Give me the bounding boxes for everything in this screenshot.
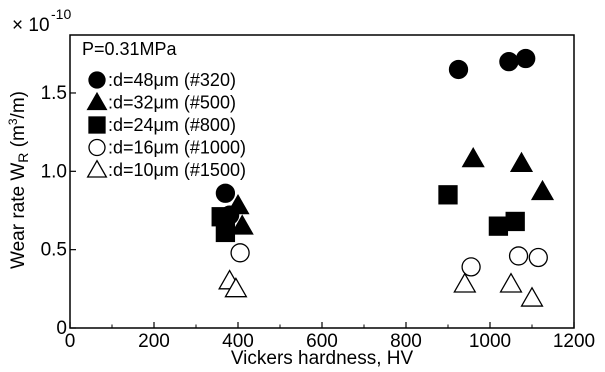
x-tick-label: 0	[65, 331, 76, 352]
x-tick-label: 1200	[553, 331, 595, 352]
legend-entry-label: :d=48μm (#320)	[108, 70, 236, 90]
x-tick-label: 800	[390, 331, 422, 352]
x-tick-label: 600	[306, 331, 338, 352]
legend-marker	[88, 138, 106, 157]
data-point	[499, 51, 519, 72]
y-axis-label: Wear rate WR (m3/m)	[6, 91, 31, 269]
scale-base: × 10	[12, 15, 50, 36]
y-tick-label: 0	[56, 318, 67, 339]
legend-marker	[86, 159, 108, 178]
legend-marker	[86, 91, 108, 111]
data-point	[230, 243, 250, 263]
data-point	[509, 151, 534, 172]
data-point	[499, 272, 523, 293]
data-point	[215, 183, 236, 203]
data-point	[508, 246, 529, 266]
y-tick-label: 1.0	[41, 161, 67, 182]
y-tick-label: 0.5	[41, 240, 67, 261]
data-point	[505, 211, 525, 232]
data-point	[488, 216, 509, 236]
legend-marker	[88, 71, 106, 89]
data-point	[226, 194, 250, 215]
y-axis-ticks: 0 0.5 1.0 1.5	[41, 83, 76, 339]
y-axis-label-subscript: R	[15, 153, 31, 163]
legend: P=0.31MPa :d=48μm (#320):d=32μm (#500):d…	[82, 39, 246, 180]
data-point	[520, 286, 544, 307]
legend-marker	[88, 116, 106, 134]
x-axis-label: Vickers hardness, HV	[231, 348, 414, 369]
data-point	[528, 247, 548, 268]
x-tick-label: 400	[222, 331, 254, 352]
y-axis-label-unit: (m	[8, 125, 29, 152]
y-tick-label: 1.5	[41, 83, 67, 104]
data-point	[530, 179, 555, 201]
legend-entry-label: :d=32μm (#500)	[108, 93, 236, 113]
x-tick-label: 1000	[469, 331, 511, 352]
x-tick-label: 200	[138, 331, 170, 352]
data-point	[215, 222, 236, 243]
x-axis-ticks: 0 200 400 600 800 1000 1200	[65, 322, 595, 352]
scale-exponent: -10	[51, 6, 71, 22]
data-point	[448, 59, 469, 80]
y-axis-label-main: Wear rate W	[8, 163, 29, 269]
data-point	[461, 257, 481, 277]
data-point	[224, 277, 248, 298]
legend-entry-label: :d=16μm (#1000)	[108, 138, 246, 158]
legend-title: P=0.31MPa	[82, 39, 178, 59]
y-axis-label-unit-close: /m)	[8, 91, 29, 118]
data-points	[211, 48, 555, 307]
data-point	[453, 272, 477, 293]
y-axis-label-unit-exponent: 3	[6, 118, 20, 125]
data-point	[516, 48, 536, 69]
legend-entry-label: :d=10μm (#1500)	[108, 160, 246, 180]
data-point	[461, 147, 485, 168]
legend-entry-label: :d=24μm (#800)	[108, 115, 236, 135]
data-point	[438, 185, 458, 205]
data-point	[230, 214, 254, 235]
y-scale-multiplier: × 10 -10	[12, 6, 71, 36]
